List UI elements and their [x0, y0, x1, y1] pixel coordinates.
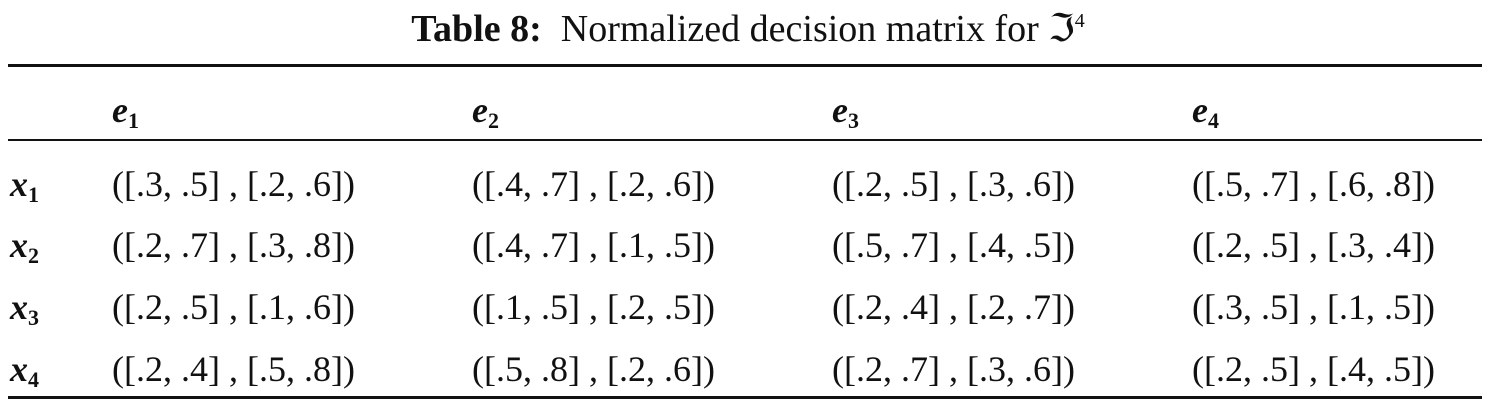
column-header: e4: [1192, 92, 1219, 132]
row-header-symbol: x: [10, 349, 28, 389]
caption-text: Normalized decision matrix for ℑ: [560, 8, 1075, 50]
row-header: x2: [10, 227, 39, 267]
column-header-symbol: e: [112, 90, 128, 130]
cell: ([.5, .8] , [.2, .6]): [472, 349, 715, 389]
cell: ([.2, .5] , [.3, .4]): [1192, 225, 1435, 265]
cell: ([.2, .4] , [.2, .7]): [832, 287, 1075, 327]
row-header-index: 2: [28, 243, 39, 268]
cell: ([.5, .7] , [.4, .5]): [832, 225, 1075, 265]
row-header-index: 1: [28, 182, 39, 207]
row-header-symbol: x: [10, 287, 28, 327]
row-header-symbol: x: [10, 164, 28, 204]
row-header: x4: [10, 351, 39, 391]
header-rule: [8, 139, 1482, 141]
row-header: x1: [10, 166, 39, 206]
column-header: e1: [112, 92, 139, 132]
row-header: x3: [10, 289, 39, 329]
cell: ([.3, .5] , [.2, .6]): [112, 164, 355, 204]
cell: ([.2, .7] , [.3, .8]): [112, 225, 355, 265]
cell: ([.2, .5] , [.4, .5]): [1192, 349, 1435, 389]
column-header-symbol: e: [832, 90, 848, 130]
cell: ([.2, .7] , [.3, .6]): [832, 349, 1075, 389]
column-header-index: 4: [1207, 108, 1219, 133]
cell: ([.5, .7] , [.6, .8]): [1192, 164, 1435, 204]
cell: ([.3, .5] , [.1, .5]): [1192, 287, 1435, 327]
cell: ([.2, .5] , [.1, .6]): [112, 287, 355, 327]
column-header-symbol: e: [1192, 90, 1208, 130]
row-header-symbol: x: [10, 225, 28, 265]
column-header-index: 3: [847, 108, 859, 133]
cell: ([.4, .7] , [.1, .5]): [472, 225, 715, 265]
bottom-rule: [8, 396, 1482, 399]
column-header-index: 2: [487, 108, 499, 133]
row-header-index: 4: [28, 367, 39, 392]
top-rule: [8, 64, 1482, 67]
cell: ([.1, .5] , [.2, .5]): [472, 287, 715, 327]
column-header-index: 1: [127, 108, 139, 133]
caption-superscript: 4: [1074, 10, 1085, 32]
cell: ([.4, .7] , [.2, .6]): [472, 164, 715, 204]
column-header: e3: [832, 92, 859, 132]
column-header: e2: [472, 92, 499, 132]
column-header-symbol: e: [472, 90, 488, 130]
row-header-index: 3: [28, 305, 39, 330]
cell: ([.2, .4] , [.5, .8]): [112, 349, 355, 389]
caption-label: Table 8:: [411, 8, 542, 50]
caption: Table 8: Normalized decision matrix for …: [0, 10, 1496, 48]
cell: ([.2, .5] , [.3, .6]): [832, 164, 1075, 204]
